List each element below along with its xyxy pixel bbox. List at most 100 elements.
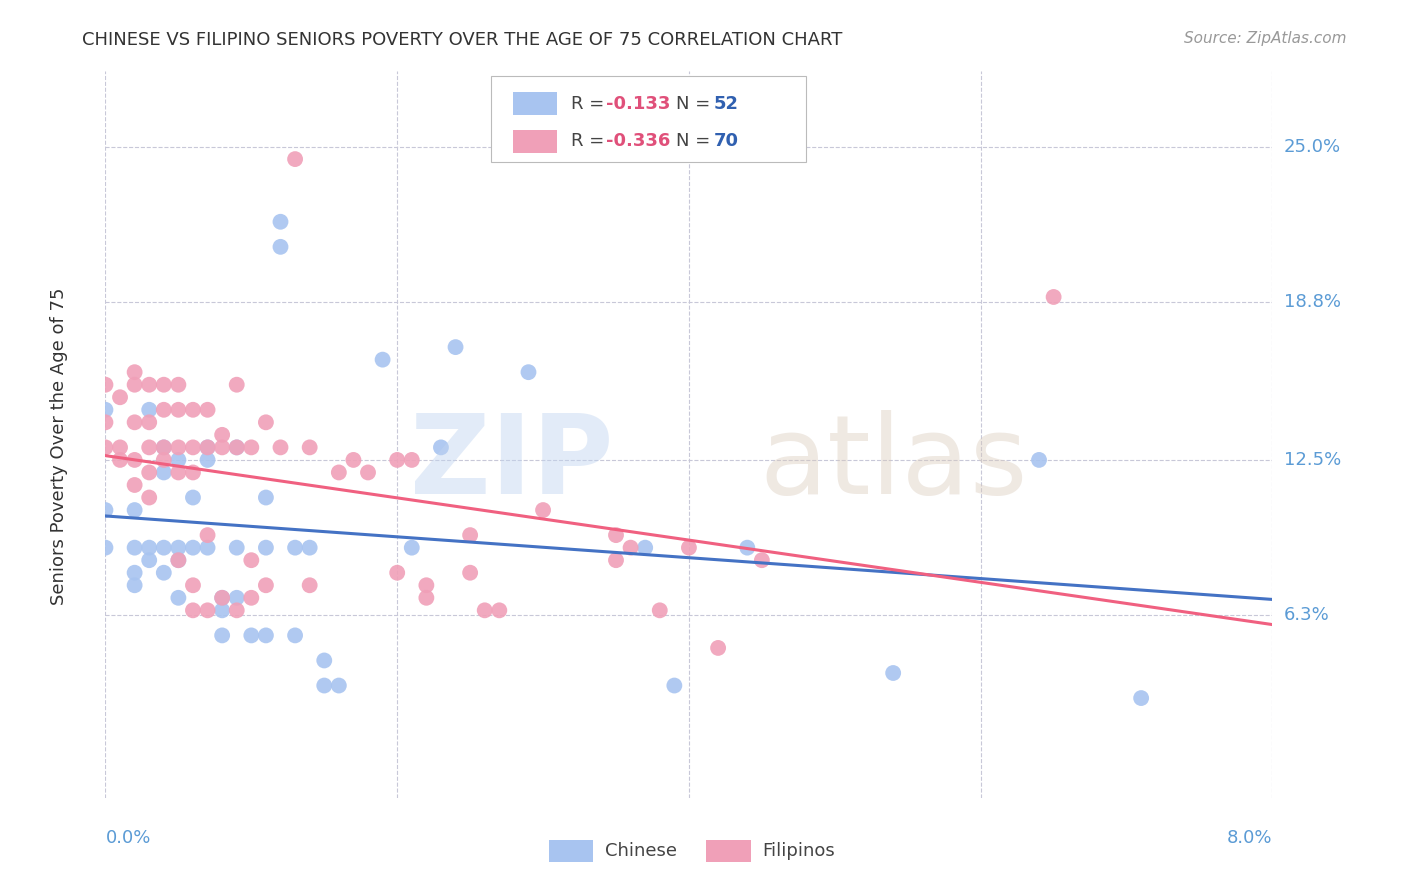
- Point: [108, 453, 131, 467]
- Point: [284, 541, 307, 555]
- Text: atlas: atlas: [759, 410, 1028, 517]
- FancyBboxPatch shape: [491, 77, 806, 162]
- Point: [474, 603, 496, 617]
- Point: [138, 377, 160, 392]
- Point: [197, 441, 219, 455]
- Point: [124, 478, 146, 492]
- Point: [240, 441, 263, 455]
- Point: [444, 340, 467, 354]
- Text: 52: 52: [713, 95, 738, 112]
- Point: [385, 566, 409, 580]
- Point: [342, 453, 364, 467]
- Text: Source: ZipAtlas.com: Source: ZipAtlas.com: [1184, 31, 1347, 46]
- Point: [401, 453, 423, 467]
- Point: [1130, 691, 1153, 706]
- Point: [678, 541, 700, 555]
- Point: [124, 415, 146, 429]
- Point: [211, 591, 233, 605]
- Point: [153, 566, 174, 580]
- Point: [298, 578, 321, 592]
- Point: [138, 466, 160, 480]
- Point: [357, 466, 380, 480]
- Text: 25.0%: 25.0%: [1284, 137, 1341, 155]
- Point: [167, 541, 190, 555]
- Point: [138, 441, 160, 455]
- Point: [153, 466, 174, 480]
- Point: [153, 377, 174, 392]
- Point: [124, 453, 146, 467]
- Point: [181, 578, 204, 592]
- Point: [197, 441, 219, 455]
- Point: [751, 553, 773, 567]
- Point: [138, 541, 160, 555]
- Text: 70: 70: [713, 132, 738, 151]
- Point: [240, 591, 263, 605]
- Text: Seniors Poverty Over the Age of 75: Seniors Poverty Over the Age of 75: [51, 287, 67, 605]
- Point: [94, 402, 117, 417]
- Point: [153, 541, 174, 555]
- Point: [415, 578, 437, 592]
- Point: [197, 402, 219, 417]
- Point: [314, 679, 336, 693]
- Point: [737, 541, 759, 555]
- Point: [138, 553, 160, 567]
- Point: [124, 541, 146, 555]
- Point: [1028, 453, 1050, 467]
- FancyBboxPatch shape: [513, 92, 557, 115]
- Point: [488, 603, 510, 617]
- Point: [153, 402, 174, 417]
- Point: [94, 415, 117, 429]
- Point: [284, 628, 307, 642]
- Point: [385, 453, 409, 467]
- Point: [254, 415, 277, 429]
- Point: [531, 503, 554, 517]
- Text: 18.8%: 18.8%: [1284, 293, 1340, 311]
- Point: [270, 215, 292, 229]
- Point: [648, 603, 671, 617]
- Point: [328, 679, 350, 693]
- Point: [153, 441, 174, 455]
- Text: 8.0%: 8.0%: [1227, 829, 1272, 847]
- Point: [197, 528, 219, 542]
- Point: [298, 541, 321, 555]
- Point: [664, 679, 686, 693]
- Point: [254, 541, 277, 555]
- Point: [94, 377, 117, 392]
- Text: 12.5%: 12.5%: [1284, 451, 1341, 469]
- Point: [328, 466, 350, 480]
- Point: [298, 441, 321, 455]
- Point: [211, 603, 233, 617]
- Text: Filipinos: Filipinos: [762, 842, 835, 860]
- Text: Chinese: Chinese: [605, 842, 676, 860]
- Text: ZIP: ZIP: [409, 410, 613, 517]
- Point: [371, 352, 394, 367]
- Point: [94, 541, 117, 555]
- Text: -0.336: -0.336: [606, 132, 671, 151]
- Point: [254, 628, 277, 642]
- Point: [181, 441, 204, 455]
- Point: [619, 541, 641, 555]
- FancyBboxPatch shape: [548, 839, 593, 862]
- Point: [430, 441, 453, 455]
- Point: [225, 591, 247, 605]
- Point: [517, 365, 540, 379]
- Point: [458, 528, 481, 542]
- Point: [167, 453, 190, 467]
- Point: [124, 503, 146, 517]
- Point: [197, 603, 219, 617]
- Point: [167, 553, 190, 567]
- Point: [225, 603, 247, 617]
- Point: [153, 441, 174, 455]
- Point: [138, 415, 160, 429]
- Point: [138, 402, 160, 417]
- Point: [181, 466, 204, 480]
- Point: [181, 402, 204, 417]
- Point: [882, 665, 904, 680]
- Point: [197, 541, 219, 555]
- Point: [415, 591, 437, 605]
- Point: [167, 402, 190, 417]
- Point: [167, 591, 190, 605]
- Text: 6.3%: 6.3%: [1284, 607, 1329, 624]
- Point: [605, 528, 627, 542]
- Point: [225, 541, 247, 555]
